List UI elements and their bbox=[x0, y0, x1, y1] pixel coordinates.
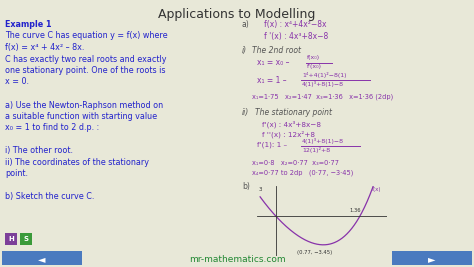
Text: f(x) = x⁴ + 4x² – 8x.: f(x) = x⁴ + 4x² – 8x. bbox=[5, 43, 84, 52]
Text: x₁=1·75   x₂=1·47  x₃=1·36   x=1·36 (2dp): x₁=1·75 x₂=1·47 x₃=1·36 x=1·36 (2dp) bbox=[252, 94, 393, 100]
Text: f '(x) : 4x³+8x−8: f '(x) : 4x³+8x−8 bbox=[264, 32, 328, 41]
Text: i): i) bbox=[242, 46, 247, 55]
Text: The curve C has equation y = f(x) where: The curve C has equation y = f(x) where bbox=[5, 32, 168, 41]
Text: a): a) bbox=[242, 20, 250, 29]
Text: S: S bbox=[24, 236, 28, 242]
Text: point.: point. bbox=[5, 170, 28, 179]
Text: x₁ = x₀ –: x₁ = x₀ – bbox=[257, 58, 290, 67]
Bar bbox=[20, 233, 32, 245]
Text: one stationary point. One of the roots is: one stationary point. One of the roots i… bbox=[5, 66, 165, 75]
Bar bbox=[2, 251, 82, 265]
Text: ◄: ◄ bbox=[38, 254, 46, 264]
Text: a suitable function with starting value: a suitable function with starting value bbox=[5, 112, 157, 121]
Text: The 2nd root: The 2nd root bbox=[252, 46, 301, 55]
Text: C has exactly two real roots and exactly: C has exactly two real roots and exactly bbox=[5, 54, 166, 64]
Text: 4(1)³+8(1)−8: 4(1)³+8(1)−8 bbox=[302, 81, 344, 87]
Text: f'(1): 1 –: f'(1): 1 – bbox=[257, 142, 287, 148]
Text: Applications to Modelling: Applications to Modelling bbox=[158, 8, 316, 21]
Text: ►: ► bbox=[428, 254, 436, 264]
Text: x₀ = 1 to find to 2 d.p. :: x₀ = 1 to find to 2 d.p. : bbox=[5, 124, 99, 132]
Text: a) Use the Newton-Raphson method on: a) Use the Newton-Raphson method on bbox=[5, 100, 163, 109]
Text: Example 1: Example 1 bbox=[5, 20, 52, 29]
Text: 1.36: 1.36 bbox=[350, 209, 362, 213]
Text: f(x): f(x) bbox=[372, 187, 381, 191]
Text: i) The other root.: i) The other root. bbox=[5, 147, 73, 155]
Text: f ''(x) : 12x²+8: f ''(x) : 12x²+8 bbox=[262, 131, 315, 139]
Text: b) Sketch the curve C.: b) Sketch the curve C. bbox=[5, 193, 94, 202]
Text: f(x) : x⁴+4x²−8x: f(x) : x⁴+4x²−8x bbox=[264, 20, 327, 29]
Text: ii) The coordinates of the stationary: ii) The coordinates of the stationary bbox=[5, 158, 149, 167]
Text: ii): ii) bbox=[242, 108, 249, 117]
Text: 1⁴+4(1)²−8(1): 1⁴+4(1)²−8(1) bbox=[302, 72, 346, 78]
Bar bbox=[5, 233, 17, 245]
Text: 3: 3 bbox=[258, 187, 262, 191]
Text: x₁ = 1 –: x₁ = 1 – bbox=[257, 76, 287, 85]
Text: x = 0.: x = 0. bbox=[5, 77, 29, 87]
Text: 4(1)³+8(1)−8: 4(1)³+8(1)−8 bbox=[302, 138, 344, 144]
Bar bbox=[392, 251, 472, 265]
Text: mr-mathematics.com: mr-mathematics.com bbox=[189, 254, 285, 264]
Text: The stationary point: The stationary point bbox=[255, 108, 332, 117]
Text: f(x₀): f(x₀) bbox=[307, 55, 320, 60]
Text: b): b) bbox=[242, 182, 250, 191]
Text: f'(x₀): f'(x₀) bbox=[307, 64, 322, 69]
Text: (0.77, −3.45): (0.77, −3.45) bbox=[297, 250, 332, 255]
Text: H: H bbox=[8, 236, 14, 242]
Text: x₄=0·77 to 2dp   (0·77, −3·45): x₄=0·77 to 2dp (0·77, −3·45) bbox=[252, 170, 354, 176]
Text: 12(1)²+8: 12(1)²+8 bbox=[302, 147, 330, 153]
Text: f'(x) : 4x³+8x−8: f'(x) : 4x³+8x−8 bbox=[262, 120, 321, 128]
Text: x₁=0·8   x₂=0·77  x₃=0·77: x₁=0·8 x₂=0·77 x₃=0·77 bbox=[252, 160, 339, 166]
